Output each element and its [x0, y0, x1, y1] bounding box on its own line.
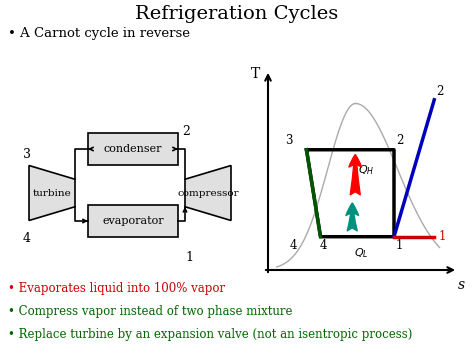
Polygon shape	[185, 165, 231, 220]
Text: • A Carnot cycle in reverse: • A Carnot cycle in reverse	[8, 27, 190, 40]
Text: $Q_H$: $Q_H$	[358, 163, 374, 176]
Text: 4: 4	[290, 239, 298, 252]
Text: s: s	[457, 278, 465, 292]
Text: 2: 2	[436, 85, 444, 98]
Text: $Q_L$: $Q_L$	[354, 247, 369, 261]
Text: evaporator: evaporator	[102, 216, 164, 226]
Text: 4: 4	[319, 239, 327, 252]
Text: 4: 4	[23, 233, 31, 246]
Text: 3: 3	[23, 147, 31, 160]
Text: 1: 1	[438, 230, 446, 243]
Text: 1: 1	[185, 251, 193, 264]
Text: turbine: turbine	[33, 189, 72, 197]
Text: 2: 2	[182, 125, 190, 138]
Text: Refrigeration Cycles: Refrigeration Cycles	[136, 5, 338, 23]
Bar	[88, 133, 178, 165]
Text: • Replace turbine by an expansion valve (not an isentropic process): • Replace turbine by an expansion valve …	[8, 328, 412, 341]
Text: 3: 3	[285, 134, 292, 147]
Text: • Compress vapor instead of two phase mixture: • Compress vapor instead of two phase mi…	[8, 305, 292, 318]
Bar	[88, 205, 178, 237]
Text: T: T	[251, 67, 261, 81]
Text: condenser: condenser	[104, 144, 162, 154]
Text: 1: 1	[396, 239, 403, 252]
Polygon shape	[29, 165, 75, 220]
Text: • Evaporates liquid into 100% vapor: • Evaporates liquid into 100% vapor	[8, 282, 225, 295]
Text: compressor: compressor	[177, 189, 239, 197]
Text: 2: 2	[396, 134, 403, 147]
